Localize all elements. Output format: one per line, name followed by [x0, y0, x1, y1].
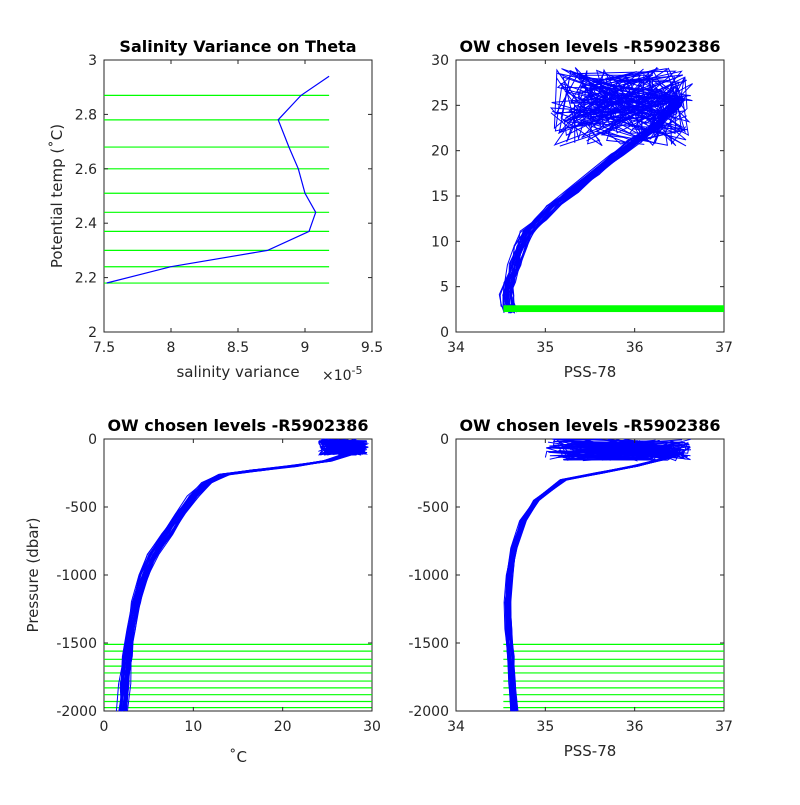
profile-line-25: [502, 70, 693, 313]
y-tick-label-1: 2.2: [75, 271, 97, 287]
chart-title-pressure-temperature: OW chosen levels -R5902386: [107, 416, 368, 435]
y-tick-label-2: -1000: [408, 568, 449, 584]
x-axis-label-pressure-salinity: PSS-78: [564, 742, 617, 760]
y-tick-label-3: -500: [417, 500, 449, 516]
y-tick-label-2: -1000: [56, 568, 97, 584]
x-axis-label-pressure-temperature: ˚C: [229, 748, 247, 766]
x-tick-label-0: 34: [447, 719, 465, 735]
profile-line-33: [122, 440, 365, 711]
x-tick-label-1: 35: [536, 719, 554, 735]
profile-line-33: [509, 439, 684, 712]
x-tick-label-0: 34: [447, 340, 465, 356]
panel-pressure-salinity: 34 35 36 37 -2000 -1500 -1000 -500 0 OW chosen l…: [408, 416, 733, 760]
y-tick-label-2: 2.4: [75, 216, 97, 232]
x-tick-label-3: 37: [715, 340, 733, 356]
profile-line-32: [507, 439, 680, 711]
y-tick-label-4: 0: [440, 432, 449, 448]
y-tick-label-5: 3: [88, 53, 97, 69]
y-tick-label-1: -1500: [56, 636, 97, 652]
x-tick-label-2: 36: [626, 719, 644, 735]
y-tick-label-0: 0: [440, 325, 449, 341]
x-tick-label-1: 8: [167, 340, 176, 356]
profile-line-32: [502, 74, 675, 313]
ticks-salinity-variance: 7.5 8 8.5 9 9.5 2 2.2 2.4 2.6 2.8 3: [75, 53, 383, 356]
y-tick-label-3: 15: [431, 189, 449, 205]
x-exponent-base: ×10: [322, 368, 352, 384]
plot-area-salinity-variance: [104, 75, 330, 284]
ticks-pressure-salinity: 34 35 36 37 -2000 -1500 -1000 -500 0: [408, 432, 733, 735]
x-tick-label-1: 10: [184, 719, 202, 735]
x-exponent-salinity-variance: ×10-5: [322, 364, 363, 384]
y-tick-label-3: 2.6: [75, 162, 97, 178]
profile-line-3: [498, 74, 678, 313]
ticks-theta-salinity: 34 35 36 37 0 5 10 15 20 25 30: [431, 53, 733, 356]
y-tick-label-5: 25: [431, 98, 449, 114]
ticks-pressure-temperature: 0 10 20 30 -2000 -1500 -1000 -500 0: [56, 432, 381, 735]
profile-line-33: [504, 76, 682, 313]
y-tick-label-1: 5: [440, 280, 449, 296]
panel-theta-salinity: 34 35 36 37 0 5 10 15 20 25 30 OW chosen levels -R…: [431, 37, 733, 381]
chosen-level-band: [503, 305, 724, 313]
y-axis-label-pressure-temperature: Pressure (dbar): [24, 518, 42, 633]
axes-salinity-variance: [103, 59, 373, 333]
x-tick-label-0: 0: [100, 719, 109, 735]
x-exponent-power: -5: [352, 364, 363, 377]
x-tick-label-2: 36: [626, 340, 644, 356]
plot-area-pressure-salinity: [503, 438, 724, 712]
panel-pressure-temperature: 0 10 20 30 -2000 -1500 -1000 -500 0 OW chosen le…: [24, 416, 381, 766]
y-tick-label-4: 0: [88, 432, 97, 448]
series-line-0: [106, 75, 330, 284]
x-tick-label-1: 35: [536, 340, 554, 356]
x-tick-label-3: 30: [363, 719, 381, 735]
x-tick-label-3: 9: [301, 340, 310, 356]
y-tick-label-0: -2000: [56, 704, 97, 720]
y-tick-label-6: 30: [431, 53, 449, 69]
y-tick-label-0: 2: [88, 325, 97, 341]
axes-pressure-salinity: [455, 438, 725, 712]
y-tick-label-4: 2.8: [75, 107, 97, 123]
x-tick-label-0: 7.5: [93, 340, 115, 356]
y-axis-label-salinity-variance: Potential temp (˚C): [48, 124, 66, 268]
x-axis-label-salinity-variance: salinity variance: [176, 363, 299, 381]
panel-salinity-variance: 7.5 8 8.5 9 9.5 2 2.2 2.4 2.6 2.8 3 Salinity Varia…: [48, 37, 383, 384]
y-tick-label-1: -1500: [408, 636, 449, 652]
profile-line-31: [502, 76, 689, 312]
plot-area-theta-salinity: [498, 66, 724, 314]
x-tick-label-2: 8.5: [227, 340, 249, 356]
y-tick-label-0: -2000: [408, 704, 449, 720]
plot-area-pressure-temperature: [104, 438, 372, 712]
x-axis-label-theta-salinity: PSS-78: [564, 363, 617, 381]
chart-title-pressure-salinity: OW chosen levels -R5902386: [459, 416, 720, 435]
y-tick-label-3: -500: [65, 500, 97, 516]
x-tick-label-2: 20: [274, 719, 292, 735]
y-tick-label-2: 10: [431, 234, 449, 250]
x-tick-label-3: 37: [715, 719, 733, 735]
x-tick-label-4: 9.5: [361, 340, 383, 356]
chart-title-salinity-variance: Salinity Variance on Theta: [119, 37, 356, 56]
chart-title-theta-salinity: OW chosen levels -R5902386: [459, 37, 720, 56]
y-tick-label-4: 20: [431, 144, 449, 160]
profile-line-29: [511, 71, 684, 313]
